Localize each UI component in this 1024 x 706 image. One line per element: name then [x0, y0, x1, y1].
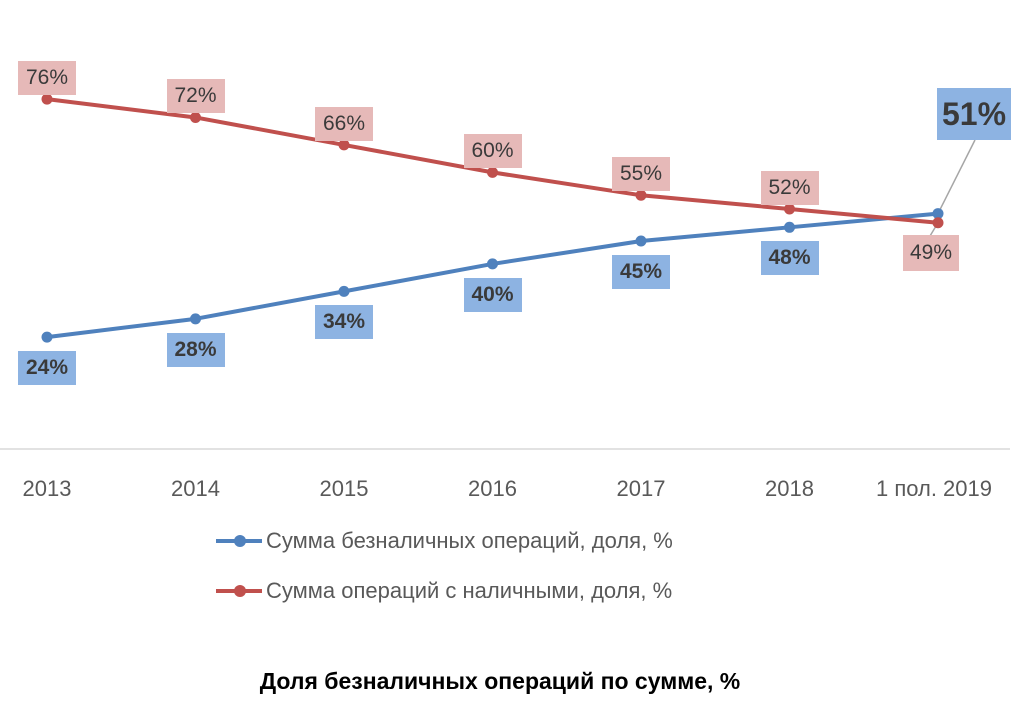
legend-swatch-cash: [216, 585, 262, 597]
x-tick-label: 2015: [319, 476, 369, 501]
data-label-cashless: 34%: [315, 305, 373, 340]
data-label-cash: 55%: [612, 157, 670, 192]
data-point-cashless: [338, 285, 350, 297]
x-tick-label: 1 пол. 2019: [875, 476, 992, 501]
data-point-cashless: [932, 208, 944, 220]
data-label-cash: 76%: [18, 61, 76, 96]
data-label-cashless: 51%: [937, 88, 1011, 140]
legend-swatch-cashless: [216, 535, 262, 547]
data-label-cashless: 45%: [612, 255, 670, 290]
legend-label-cash: Сумма операций с наличными, доля, %: [266, 578, 673, 603]
data-label-cash: 72%: [166, 79, 225, 114]
legend-item-cash: Сумма операций с наличными, доля, %: [216, 578, 672, 604]
data-label-cash: 49%: [903, 235, 959, 271]
data-label-cashless: 40%: [463, 277, 522, 312]
x-tick-label: 2013: [22, 476, 72, 501]
data-point-cash: [932, 217, 944, 229]
data-label-cash: 66%: [315, 106, 373, 141]
data-label-cash: 60%: [463, 134, 522, 169]
leader-line-cashless: [937, 139, 976, 214]
chart-title: Доля безналичных операций по сумме, %: [259, 668, 741, 694]
data-point-cashless: [635, 235, 647, 247]
data-point-cash: [41, 93, 53, 105]
data-point-cashless: [784, 221, 795, 233]
data-label-cash: 52%: [760, 170, 819, 205]
data-label-cashless: 28%: [166, 332, 225, 367]
x-tick-label: 2014: [171, 476, 220, 501]
x-tick-label: 2018: [765, 476, 814, 501]
data-label-cashless: 24%: [18, 351, 76, 386]
data-point-cashless: [190, 313, 201, 325]
data-point-cash: [635, 189, 647, 201]
series-line-cashless: [46, 211, 939, 340]
data-point-cash: [784, 203, 795, 215]
data-label-cashless: 48%: [760, 241, 819, 276]
data-point-cash: [487, 166, 498, 178]
data-point-cashless: [487, 258, 498, 270]
data-point-cashless: [41, 331, 53, 343]
legend-label-cashless: Сумма безналичных операций, доля, %: [266, 528, 673, 553]
data-point-cash: [190, 111, 201, 123]
x-tick-label: 2016: [468, 476, 517, 501]
legend-item-cashless: Сумма безналичных операций, доля, %: [216, 528, 673, 554]
data-point-cash: [338, 139, 350, 151]
x-tick-label: 2017: [616, 476, 666, 501]
